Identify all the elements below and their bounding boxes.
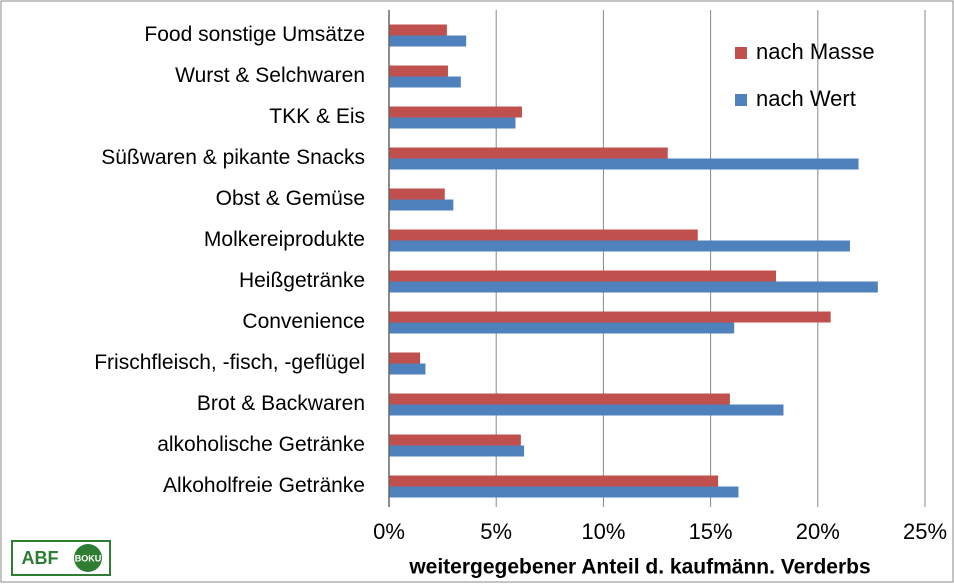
bar [389, 147, 668, 159]
bar [389, 35, 467, 47]
bar [389, 281, 878, 293]
legend-label: nach Wert [756, 86, 856, 111]
x-tick-label: 15% [689, 519, 733, 544]
legend-swatch [735, 94, 747, 106]
bar [389, 404, 784, 416]
y-tick-label: alkoholische Getränke [157, 433, 365, 456]
x-tick-label: 10% [581, 519, 625, 544]
bar [389, 352, 421, 364]
bar [389, 76, 461, 88]
logo-text: BOKU [75, 553, 102, 563]
logo-text: ABF [22, 548, 59, 568]
y-tick-label: Süßwaren & pikante Snacks [101, 146, 365, 169]
bar [389, 322, 735, 334]
y-tick-label: Molkereiprodukte [204, 228, 365, 251]
logo-circle [74, 544, 102, 572]
y-tick-label: Convenience [242, 310, 365, 333]
bar [389, 486, 739, 498]
legend-label: nach Masse [756, 39, 875, 64]
x-tick-label: 25% [903, 519, 947, 544]
bar [389, 475, 719, 487]
y-tick-label: Wurst & Selchwaren [175, 64, 365, 87]
x-tick-label: 0% [373, 519, 405, 544]
bar [389, 158, 859, 170]
bar [389, 117, 516, 129]
bar [389, 311, 831, 323]
x-tick-label: 5% [480, 519, 512, 544]
bar [389, 199, 454, 211]
bar [389, 24, 447, 36]
legend-swatch [735, 47, 747, 59]
y-tick-label: TKK & Eis [269, 105, 365, 128]
bar [389, 240, 850, 252]
bar [389, 188, 445, 200]
x-axis-title: weitergegebener Anteil d. kaufmänn. Verd… [408, 556, 870, 579]
bar [389, 270, 776, 282]
bar [389, 229, 698, 241]
logo: ABF BOKU [11, 540, 111, 576]
bar [389, 445, 525, 457]
bar [389, 65, 448, 77]
bar [389, 363, 426, 375]
bar [389, 106, 522, 118]
y-tick-label: Heißgetränke [239, 269, 365, 292]
y-tick-label: Frischfleisch, -fisch, -geflügel [94, 351, 365, 374]
bar [389, 434, 521, 446]
y-tick-label: Alkoholfreie Getränke [163, 474, 365, 497]
y-tick-label: Brot & Backwaren [197, 392, 365, 415]
y-tick-label: Obst & Gemüse [216, 187, 365, 210]
y-tick-label: Food sonstige Umsätze [144, 23, 365, 46]
x-tick-label: 20% [796, 519, 840, 544]
bar [389, 393, 730, 405]
